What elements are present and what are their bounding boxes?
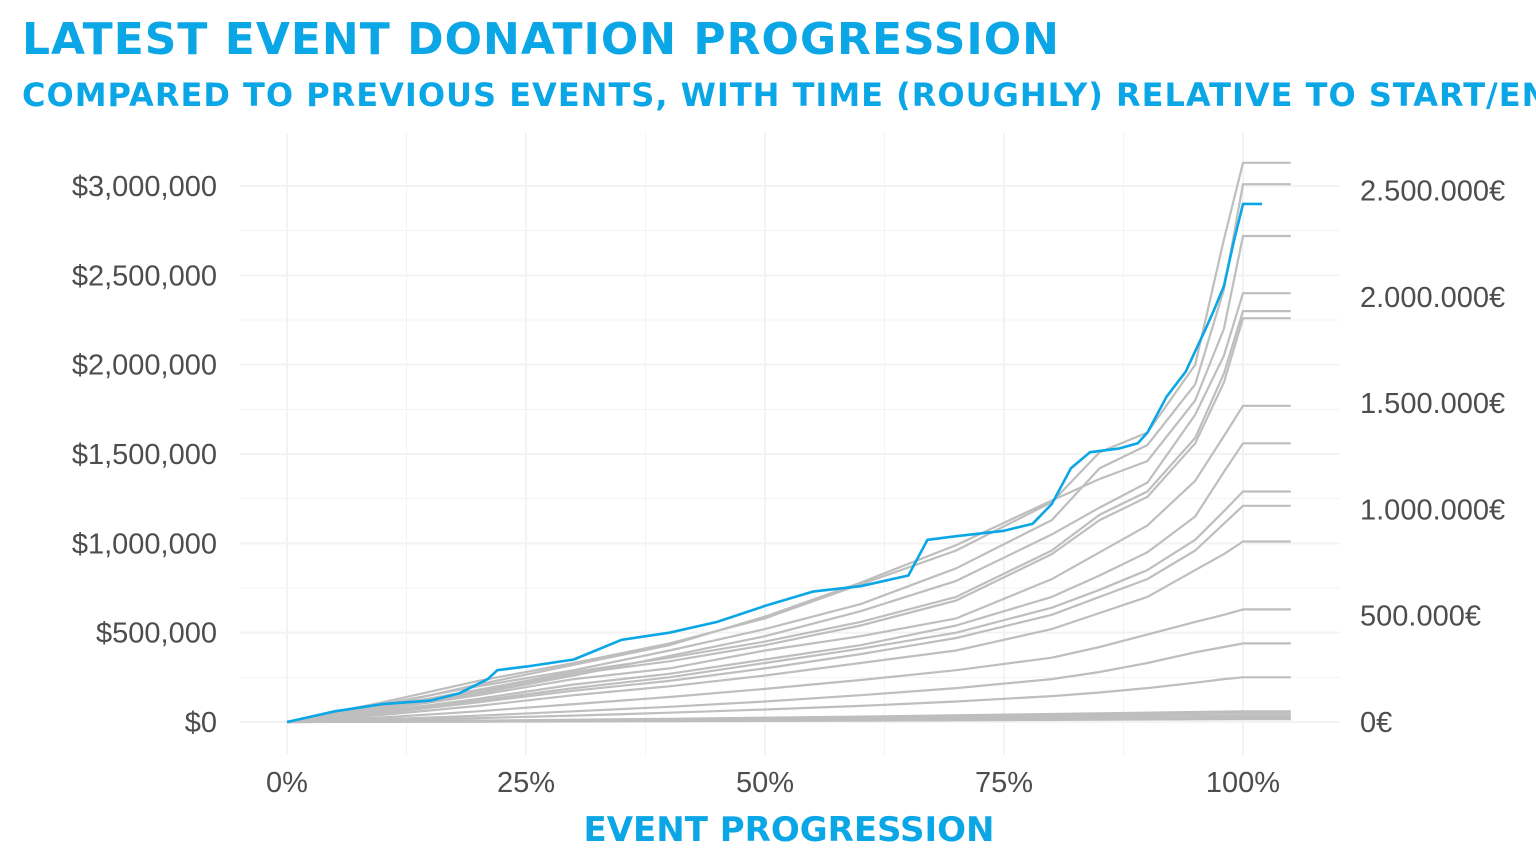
- x-axis-ticks: 0% 25% 50% 75% 100%: [266, 767, 1280, 799]
- previous-event-series-line: [286, 161, 1291, 724]
- y-tick-label: $1,500,000: [72, 439, 217, 471]
- y-tick-label: $3,000,000: [72, 171, 217, 203]
- latest-event-series-line: [286, 202, 1263, 724]
- y2-tick-label: 2.500.000€: [1360, 175, 1505, 207]
- previous-event-series-line: [286, 504, 1291, 724]
- chart-title: LATEST EVENT DONATION PROGRESSION: [22, 14, 1060, 65]
- chart-subtitle: COMPARED TO PREVIOUS EVENTS, WITH TIME (…: [22, 76, 1536, 114]
- previous-event-series-line: [286, 310, 1291, 724]
- x-tick-label: 100%: [1206, 767, 1280, 799]
- y2-tick-label: 1.500.000€: [1360, 388, 1505, 420]
- y2-tick-label: 2.000.000€: [1360, 282, 1505, 314]
- previous-event-series-line: [286, 676, 1291, 724]
- y-tick-label: $0: [185, 707, 217, 739]
- x-tick-label: 0%: [266, 767, 308, 799]
- latest-event-line: [286, 202, 1263, 724]
- previous-event-series-line: [286, 642, 1291, 724]
- x-tick-label: 25%: [497, 767, 555, 799]
- y-tick-label: $1,000,000: [72, 528, 217, 560]
- y-tick-label: $2,500,000: [72, 260, 217, 292]
- previous-event-series-line: [286, 490, 1291, 724]
- previous-event-series-line: [286, 540, 1291, 724]
- previous-event-series-line: [286, 404, 1291, 724]
- previous-event-series-line: [286, 608, 1291, 724]
- grid-lines: [240, 133, 1340, 755]
- previous-event-series-line: [286, 317, 1291, 724]
- previous-event-series-line: [286, 442, 1291, 724]
- y-tick-label: $500,000: [96, 618, 217, 650]
- x-axis-label: EVENT PROGRESSION: [583, 810, 994, 850]
- y2-tick-label: 500.000€: [1360, 601, 1481, 633]
- y-axis-right-ticks: 0€ 500.000€ 1.000.000€ 1.500.000€ 2.000.000€…: [1360, 175, 1505, 739]
- y2-tick-label: 1.000.000€: [1360, 494, 1505, 526]
- previous-event-lines: [286, 161, 1291, 724]
- x-tick-label: 50%: [736, 767, 794, 799]
- x-tick-label: 75%: [975, 767, 1033, 799]
- y2-tick-label: 0€: [1360, 707, 1392, 739]
- previous-event-series-line: [286, 183, 1291, 724]
- y-axis-left-ticks: $0 $500,000 $1,000,000 $1,500,000 $2,000,000…: [72, 171, 217, 739]
- y-tick-label: $2,000,000: [72, 350, 217, 382]
- previous-event-series-line: [286, 234, 1291, 724]
- previous-event-series-line: [286, 718, 1291, 724]
- previous-event-series-line: [286, 292, 1291, 724]
